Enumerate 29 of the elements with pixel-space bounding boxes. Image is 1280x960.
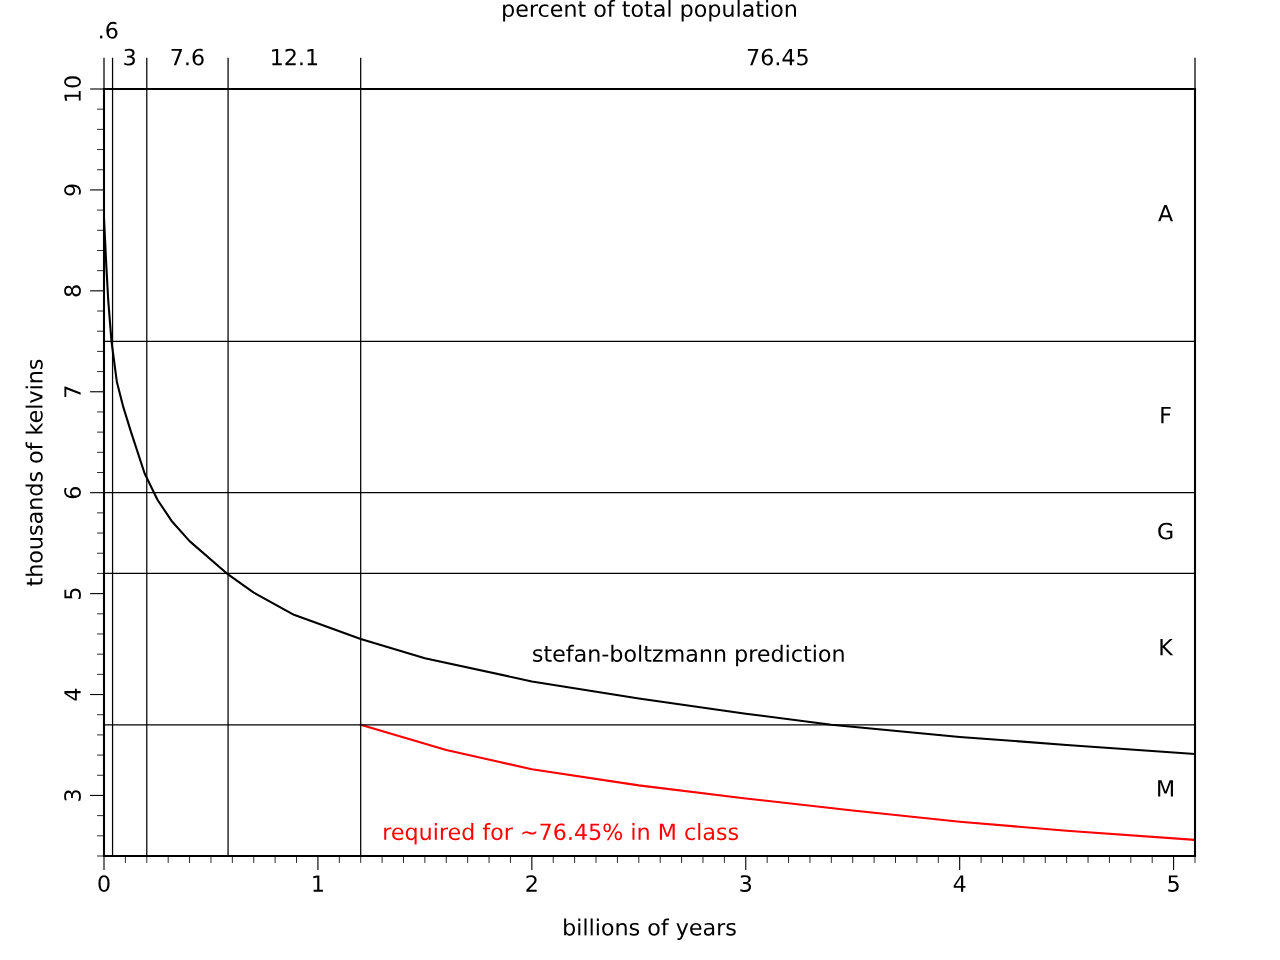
- y-tick-label: 9: [64, 184, 81, 196]
- text: 12.1: [272, 48, 318, 66]
- annotation: stefan-boltzmann prediction: [533, 644, 844, 667]
- y-axis-title: thousands of kelvins: [25, 359, 43, 586]
- x-tick-label: 1: [313, 875, 323, 892]
- annotation: required for ~76.45% in M class: [384, 822, 739, 845]
- x-tick-label: 3: [740, 875, 752, 892]
- x-tick-label: 2: [526, 875, 537, 892]
- x-tick-label: 4: [953, 875, 966, 892]
- y-tick-label: 7: [64, 386, 81, 398]
- x-tick-label: 5: [1168, 875, 1179, 892]
- y-tick-label: 5: [64, 588, 81, 599]
- text: .6: [100, 21, 118, 39]
- y-tick-label: 10: [64, 76, 81, 101]
- annotation: K: [1160, 639, 1174, 656]
- annotation: G: [1158, 522, 1173, 540]
- chart-title: percent of total population: [503, 0, 796, 22]
- y-tick-label: 8: [64, 285, 81, 297]
- annotation: F: [1161, 406, 1171, 424]
- annotation: M: [1158, 780, 1173, 797]
- annotation: A: [1158, 205, 1173, 222]
- y-tick-label: 3: [64, 790, 81, 801]
- text: 76.45: [747, 48, 808, 66]
- x-tick-label: 0: [98, 875, 110, 892]
- y-tick-label: 4: [64, 688, 81, 701]
- text: 7.6: [171, 48, 204, 66]
- y-tick-label: 6: [64, 487, 81, 499]
- text: 3: [124, 48, 135, 66]
- x-axis-title: billions of years: [564, 918, 736, 940]
